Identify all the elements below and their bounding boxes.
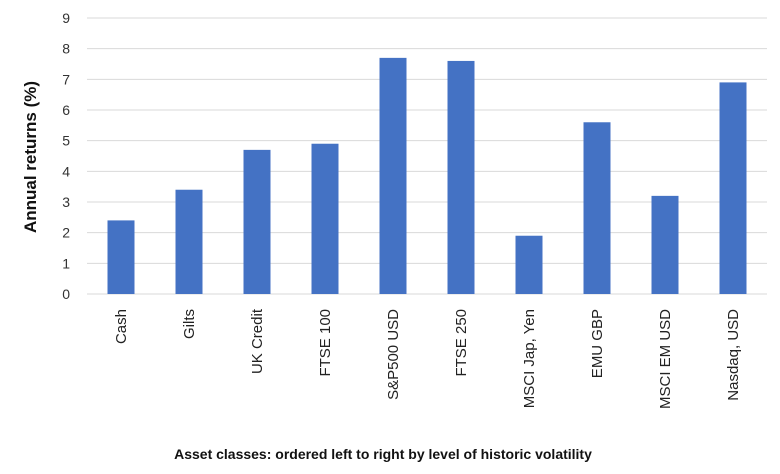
y-tick-label: 9 bbox=[62, 10, 70, 26]
bar-gilts bbox=[175, 189, 203, 294]
y-axis-title: Annual returns (%) bbox=[21, 81, 40, 233]
x-category-label: Cash bbox=[113, 309, 130, 344]
bar-cash bbox=[107, 220, 135, 294]
bars bbox=[107, 57, 747, 295]
bar-ftse-100 bbox=[311, 143, 339, 294]
bar-uk-credit bbox=[243, 149, 271, 294]
x-category-label: UK Credit bbox=[249, 308, 266, 374]
bar-msci-em-usd bbox=[651, 195, 679, 294]
x-category-label: EMU GBP bbox=[589, 309, 606, 378]
y-tick-labels: 0 1 2 3 4 5 6 7 8 9 bbox=[62, 10, 70, 302]
y-tick-label: 3 bbox=[62, 194, 70, 210]
y-tick-label: 7 bbox=[62, 71, 70, 87]
y-tick-label: 4 bbox=[62, 163, 70, 179]
x-category-label: MSCI Jap, Yen bbox=[521, 309, 538, 408]
bar-nasdaq-usd bbox=[719, 82, 747, 295]
bar-ftse-250 bbox=[447, 60, 475, 294]
x-category-label: MSCI EM USD bbox=[657, 309, 674, 409]
x-category-label: Nasdaq, USD bbox=[725, 309, 742, 401]
y-tick-label: 8 bbox=[62, 41, 70, 57]
bar-s-p500-usd bbox=[379, 57, 407, 294]
y-tick-label: 1 bbox=[62, 255, 70, 271]
x-axis-title: Asset classes: ordered left to right by … bbox=[174, 446, 592, 462]
x-category-label: FTSE 250 bbox=[453, 309, 470, 377]
x-category-label: Gilts bbox=[181, 309, 198, 339]
y-tick-label: 0 bbox=[62, 286, 70, 302]
x-category-label: S&P500 USD bbox=[385, 309, 402, 400]
bar-emu-gbp bbox=[583, 122, 611, 295]
x-category-label: FTSE 100 bbox=[317, 309, 334, 377]
x-category-labels: Cash Gilts UK Credit FTSE 100 S&P500 USD FTSE… bbox=[113, 308, 742, 409]
y-tick-label: 6 bbox=[62, 102, 70, 118]
y-tick-label: 2 bbox=[62, 225, 70, 241]
y-tick-label: 5 bbox=[62, 133, 70, 149]
bar-msci-jap-yen bbox=[515, 235, 543, 294]
